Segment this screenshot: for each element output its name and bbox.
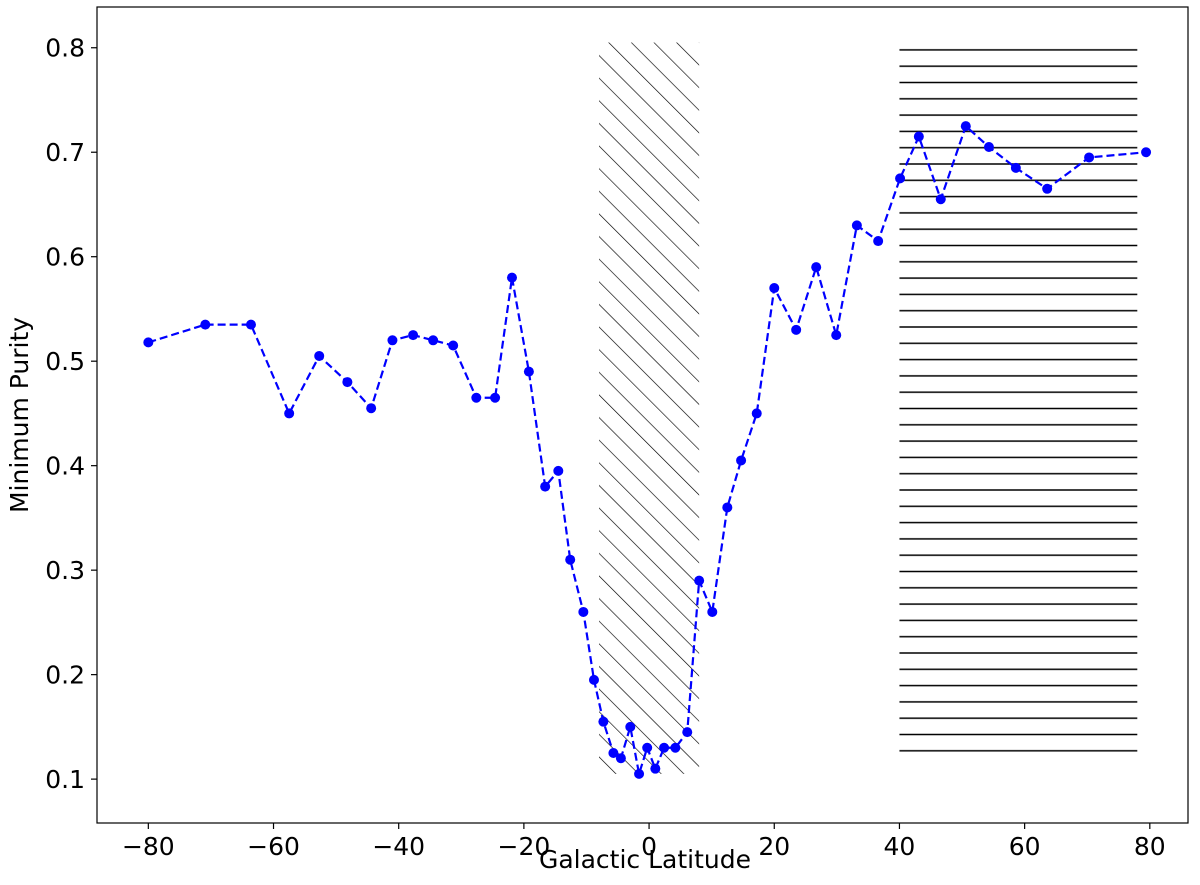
data-point — [642, 742, 653, 753]
data-point — [831, 330, 842, 341]
data-point — [408, 330, 419, 341]
data-point — [471, 392, 482, 403]
data-point — [615, 753, 626, 764]
x-tick-label: −40 — [372, 832, 425, 861]
x-tick-label: 80 — [1134, 832, 1166, 861]
data-point — [736, 455, 747, 466]
data-point — [565, 554, 576, 565]
data-point — [659, 742, 670, 753]
data-point — [682, 727, 693, 738]
y-tick-label: 0.2 — [45, 661, 85, 690]
data-point — [598, 716, 609, 727]
data-point — [608, 747, 619, 758]
data-point — [448, 340, 459, 351]
y-tick-label: 0.3 — [45, 556, 85, 585]
data-point — [284, 408, 295, 419]
data-point — [1010, 162, 1021, 173]
y-tick-label: 0.8 — [45, 34, 85, 63]
data-point — [791, 324, 802, 335]
y-tick-label: 0.5 — [45, 347, 85, 376]
data-point — [200, 319, 211, 330]
data-point — [694, 575, 705, 586]
data-point — [523, 366, 534, 377]
x-tick-label: 20 — [758, 832, 790, 861]
x-tick-label: −20 — [498, 832, 551, 861]
data-point — [895, 173, 906, 184]
data-point — [342, 377, 353, 388]
data-point — [1042, 183, 1053, 194]
y-axis-label: Minimum Purity — [5, 317, 34, 513]
data-point — [143, 337, 154, 348]
data-point — [707, 606, 718, 617]
hatched-region — [598, 42, 700, 774]
data-point — [553, 465, 564, 476]
data-point — [314, 350, 325, 361]
data-point — [851, 220, 862, 231]
data-point — [634, 768, 645, 779]
data-point — [540, 481, 551, 492]
data-point — [245, 319, 256, 330]
data-point — [670, 742, 681, 753]
data-point — [873, 236, 884, 247]
plot-frame — [96, 6, 1189, 824]
data-point — [428, 335, 439, 346]
data-point — [722, 502, 733, 513]
data-point — [366, 403, 377, 414]
data-point — [578, 606, 589, 617]
data-point — [1141, 147, 1152, 158]
data-point — [769, 283, 780, 294]
y-tick-label: 0.4 — [45, 452, 85, 481]
data-point — [650, 763, 661, 774]
data-point — [983, 142, 994, 153]
data-point — [913, 131, 924, 142]
x-tick-label: 0 — [641, 832, 657, 861]
x-tick-label: 40 — [884, 832, 916, 861]
y-tick-label: 0.6 — [45, 243, 85, 272]
x-tick-label: −60 — [247, 832, 300, 861]
data-point — [751, 408, 762, 419]
x-tick-label: −80 — [122, 832, 175, 861]
data-point — [1084, 152, 1095, 163]
data-point — [588, 674, 599, 685]
data-point — [490, 392, 501, 403]
y-tick-label: 0.1 — [45, 765, 85, 794]
data-point — [935, 194, 946, 205]
x-axis-label: Galactic Latitude — [539, 845, 751, 874]
data-point — [811, 262, 822, 273]
data-point — [387, 335, 398, 346]
y-tick-label: 0.7 — [45, 138, 85, 167]
data-point — [506, 272, 517, 283]
data-point — [960, 121, 971, 132]
x-tick-label: 60 — [1009, 832, 1041, 861]
data-point — [625, 721, 636, 732]
